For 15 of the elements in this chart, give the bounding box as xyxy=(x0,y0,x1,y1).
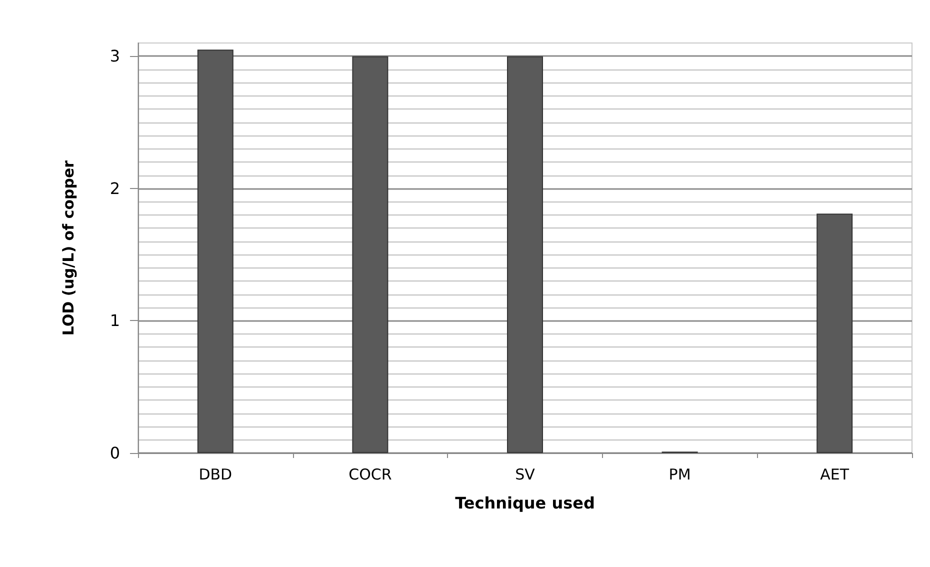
bar xyxy=(816,214,853,453)
x-tick-label: COCR xyxy=(348,466,392,484)
bar xyxy=(507,56,543,453)
x-tick-label: SV xyxy=(515,466,536,484)
bar xyxy=(197,50,234,453)
y-axis-title: LOD (ug/L) of copper xyxy=(60,160,78,336)
y-tick-label: 2 xyxy=(110,178,120,198)
y-tick-label: 1 xyxy=(110,311,120,330)
y-tick-label: 3 xyxy=(110,46,120,66)
x-tick-label: DBD xyxy=(198,466,232,484)
x-tick-label: AET xyxy=(820,466,850,484)
y-tick-label: 0 xyxy=(110,444,120,462)
x-axis-title: Technique used xyxy=(455,494,595,512)
x-tick-label: PM xyxy=(668,466,691,484)
bar xyxy=(352,56,388,453)
